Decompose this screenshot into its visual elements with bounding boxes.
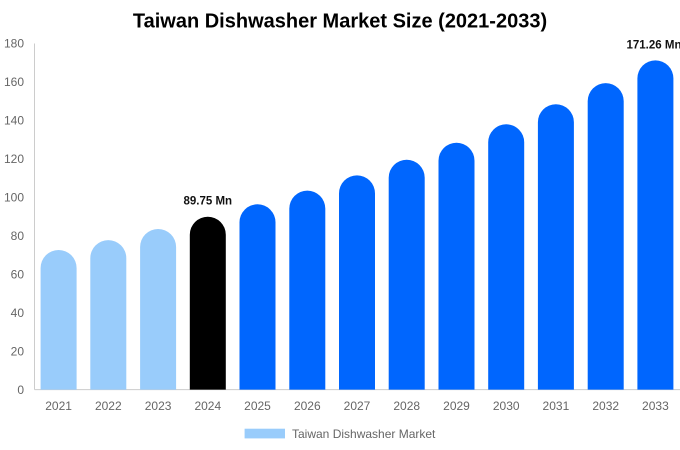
svg-text:120: 120 [4,152,24,166]
svg-text:2022: 2022 [95,399,122,413]
svg-text:Taiwan Dishwasher Market Size: Taiwan Dishwasher Market Size (2021-2033… [133,11,547,33]
svg-text:2028: 2028 [393,399,420,413]
svg-text:140: 140 [4,114,24,128]
svg-text:2021: 2021 [45,399,72,413]
svg-text:2030: 2030 [493,399,520,413]
svg-text:160: 160 [4,75,24,89]
svg-text:80: 80 [11,229,25,243]
svg-text:2026: 2026 [294,399,321,413]
svg-text:180: 180 [4,37,24,51]
svg-text:2024: 2024 [194,399,221,413]
svg-text:0: 0 [17,383,24,397]
svg-text:89.75 Mn: 89.75 Mn [184,196,233,208]
svg-text:2031: 2031 [543,399,570,413]
svg-text:40: 40 [11,306,25,320]
svg-text:2023: 2023 [145,399,172,413]
svg-text:2033: 2033 [642,399,669,413]
svg-text:60: 60 [11,267,25,281]
svg-text:100: 100 [4,191,24,205]
svg-text:Taiwan Dishwasher Market: Taiwan Dishwasher Market [292,427,436,441]
svg-text:2027: 2027 [344,399,371,413]
svg-text:171.26 Mn: 171.26 Mn [627,39,680,51]
svg-text:2032: 2032 [592,399,619,413]
svg-text:20: 20 [11,344,25,358]
svg-text:2025: 2025 [244,399,271,413]
svg-text:2029: 2029 [443,399,470,413]
